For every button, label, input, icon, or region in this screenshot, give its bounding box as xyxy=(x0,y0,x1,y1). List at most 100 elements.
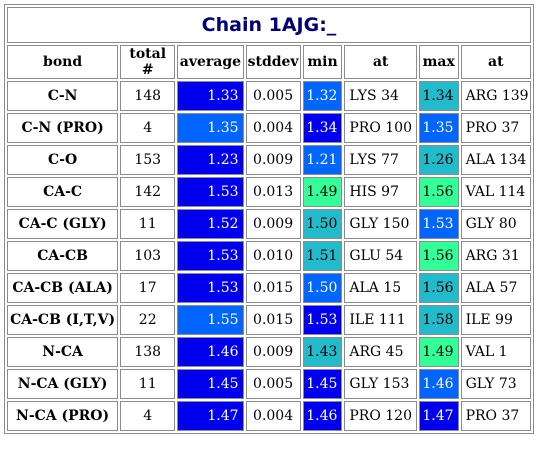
average-cell: 1.35 xyxy=(177,113,244,143)
min-at-cell: LYS 77 xyxy=(344,145,417,175)
total-cell: 22 xyxy=(120,305,176,335)
min-cell: 1.49 xyxy=(302,177,343,207)
total-cell: 103 xyxy=(120,241,176,271)
max-cell: 1.56 xyxy=(418,241,459,271)
min-cell: 1.50 xyxy=(302,209,343,239)
table-row: N-CA 138 1.46 0.009 1.43 ARG 45 1.49 VAL 1 xyxy=(7,337,531,367)
bond-cell: CA-C (GLY) xyxy=(7,209,119,239)
average-cell: 1.47 xyxy=(177,401,244,431)
table-row: CA-CB (ALA) 17 1.53 0.015 1.50 ALA 15 1.56 ALA … xyxy=(7,273,531,303)
header-max: max xyxy=(418,45,459,79)
max-cell: 1.56 xyxy=(418,177,459,207)
min-cell: 1.32 xyxy=(302,81,343,111)
max-at-cell: GLY 73 xyxy=(460,369,531,399)
max-at-cell: GLY 80 xyxy=(460,209,531,239)
min-at-cell: GLY 153 xyxy=(344,369,417,399)
average-cell: 1.55 xyxy=(177,305,244,335)
stddev-cell: 0.004 xyxy=(245,113,301,143)
stddev-cell: 0.005 xyxy=(245,81,301,111)
min-at-cell: GLU 54 xyxy=(344,241,417,271)
bond-cell: CA-CB xyxy=(7,241,119,271)
max-at-cell: ALA 134 xyxy=(460,145,531,175)
stddev-cell: 0.004 xyxy=(245,401,301,431)
total-cell: 11 xyxy=(120,209,176,239)
average-cell: 1.52 xyxy=(177,209,244,239)
min-cell: 1.45 xyxy=(302,369,343,399)
stddev-cell: 0.005 xyxy=(245,369,301,399)
total-cell: 148 xyxy=(120,81,176,111)
table-row: CA-CB (I,T,V) 22 1.55 0.015 1.53 ILE 111 1.58 I… xyxy=(7,305,531,335)
average-cell: 1.53 xyxy=(177,177,244,207)
header-min-at: at xyxy=(344,45,417,79)
bond-cell: CA-CB (I,T,V) xyxy=(7,305,119,335)
header-average: average xyxy=(177,45,244,79)
table-title: Chain 1AJG:_ xyxy=(7,7,531,43)
table-row: CA-C 142 1.53 0.013 1.49 HIS 97 1.56 VAL 114 xyxy=(7,177,531,207)
table-row: C-O 153 1.23 0.009 1.21 LYS 77 1.26 ALA 134 xyxy=(7,145,531,175)
min-at-cell: ARG 45 xyxy=(344,337,417,367)
header-min: min xyxy=(302,45,343,79)
bond-cell: N-CA (PRO) xyxy=(7,401,119,431)
average-cell: 1.53 xyxy=(177,241,244,271)
bond-cell: N-CA xyxy=(7,337,119,367)
bond-cell: C-O xyxy=(7,145,119,175)
min-cell: 1.43 xyxy=(302,337,343,367)
table-body: C-N 148 1.33 0.005 1.32 LYS 34 1.34 ARG 139 C-N … xyxy=(7,81,531,431)
max-at-cell: VAL 1 xyxy=(460,337,531,367)
header-max-at: at xyxy=(460,45,531,79)
stddev-cell: 0.015 xyxy=(245,273,301,303)
header-total: total # xyxy=(120,45,176,79)
max-at-cell: VAL 114 xyxy=(460,177,531,207)
max-cell: 1.35 xyxy=(418,113,459,143)
table-row: N-CA (PRO) 4 1.47 0.004 1.46 PRO 120 1.47 PRO 3… xyxy=(7,401,531,431)
min-cell: 1.34 xyxy=(302,113,343,143)
min-at-cell: PRO 100 xyxy=(344,113,417,143)
total-cell: 11 xyxy=(120,369,176,399)
total-cell: 142 xyxy=(120,177,176,207)
max-at-cell: ARG 31 xyxy=(460,241,531,271)
min-cell: 1.53 xyxy=(302,305,343,335)
stddev-cell: 0.013 xyxy=(245,177,301,207)
total-cell: 17 xyxy=(120,273,176,303)
average-cell: 1.33 xyxy=(177,81,244,111)
max-cell: 1.56 xyxy=(418,273,459,303)
max-at-cell: ILE 99 xyxy=(460,305,531,335)
bond-cell: N-CA (GLY) xyxy=(7,369,119,399)
bond-cell: CA-C xyxy=(7,177,119,207)
stddev-cell: 0.009 xyxy=(245,145,301,175)
table-row: CA-CB 103 1.53 0.010 1.51 GLU 54 1.56 ARG 31 xyxy=(7,241,531,271)
min-at-cell: ILE 111 xyxy=(344,305,417,335)
bond-stats-panel: Chain 1AJG:_ bond total # average stddev… xyxy=(4,4,534,434)
stddev-cell: 0.015 xyxy=(245,305,301,335)
max-cell: 1.26 xyxy=(418,145,459,175)
min-cell: 1.51 xyxy=(302,241,343,271)
average-cell: 1.23 xyxy=(177,145,244,175)
max-at-cell: ALA 57 xyxy=(460,273,531,303)
table-row: N-CA (GLY) 11 1.45 0.005 1.45 GLY 153 1.46 GLY … xyxy=(7,369,531,399)
max-cell: 1.46 xyxy=(418,369,459,399)
stddev-cell: 0.009 xyxy=(245,337,301,367)
total-cell: 153 xyxy=(120,145,176,175)
header-bond: bond xyxy=(7,45,119,79)
min-cell: 1.50 xyxy=(302,273,343,303)
min-at-cell: HIS 97 xyxy=(344,177,417,207)
max-cell: 1.49 xyxy=(418,337,459,367)
bond-stats-table: Chain 1AJG:_ bond total # average stddev… xyxy=(5,5,533,433)
bond-cell: C-N xyxy=(7,81,119,111)
average-cell: 1.46 xyxy=(177,337,244,367)
average-cell: 1.45 xyxy=(177,369,244,399)
min-at-cell: ALA 15 xyxy=(344,273,417,303)
header-row: bond total # average stddev min at max a… xyxy=(7,45,531,79)
max-at-cell: ARG 139 xyxy=(460,81,531,111)
table-row: C-N (PRO) 4 1.35 0.004 1.34 PRO 100 1.35 PRO 37 xyxy=(7,113,531,143)
min-at-cell: PRO 120 xyxy=(344,401,417,431)
bond-cell: C-N (PRO) xyxy=(7,113,119,143)
max-cell: 1.58 xyxy=(418,305,459,335)
total-cell: 138 xyxy=(120,337,176,367)
max-cell: 1.53 xyxy=(418,209,459,239)
stddev-cell: 0.010 xyxy=(245,241,301,271)
total-cell: 4 xyxy=(120,113,176,143)
table-row: CA-C (GLY) 11 1.52 0.009 1.50 GLY 150 1.53 GLY … xyxy=(7,209,531,239)
average-cell: 1.53 xyxy=(177,273,244,303)
table-row: C-N 148 1.33 0.005 1.32 LYS 34 1.34 ARG 139 xyxy=(7,81,531,111)
